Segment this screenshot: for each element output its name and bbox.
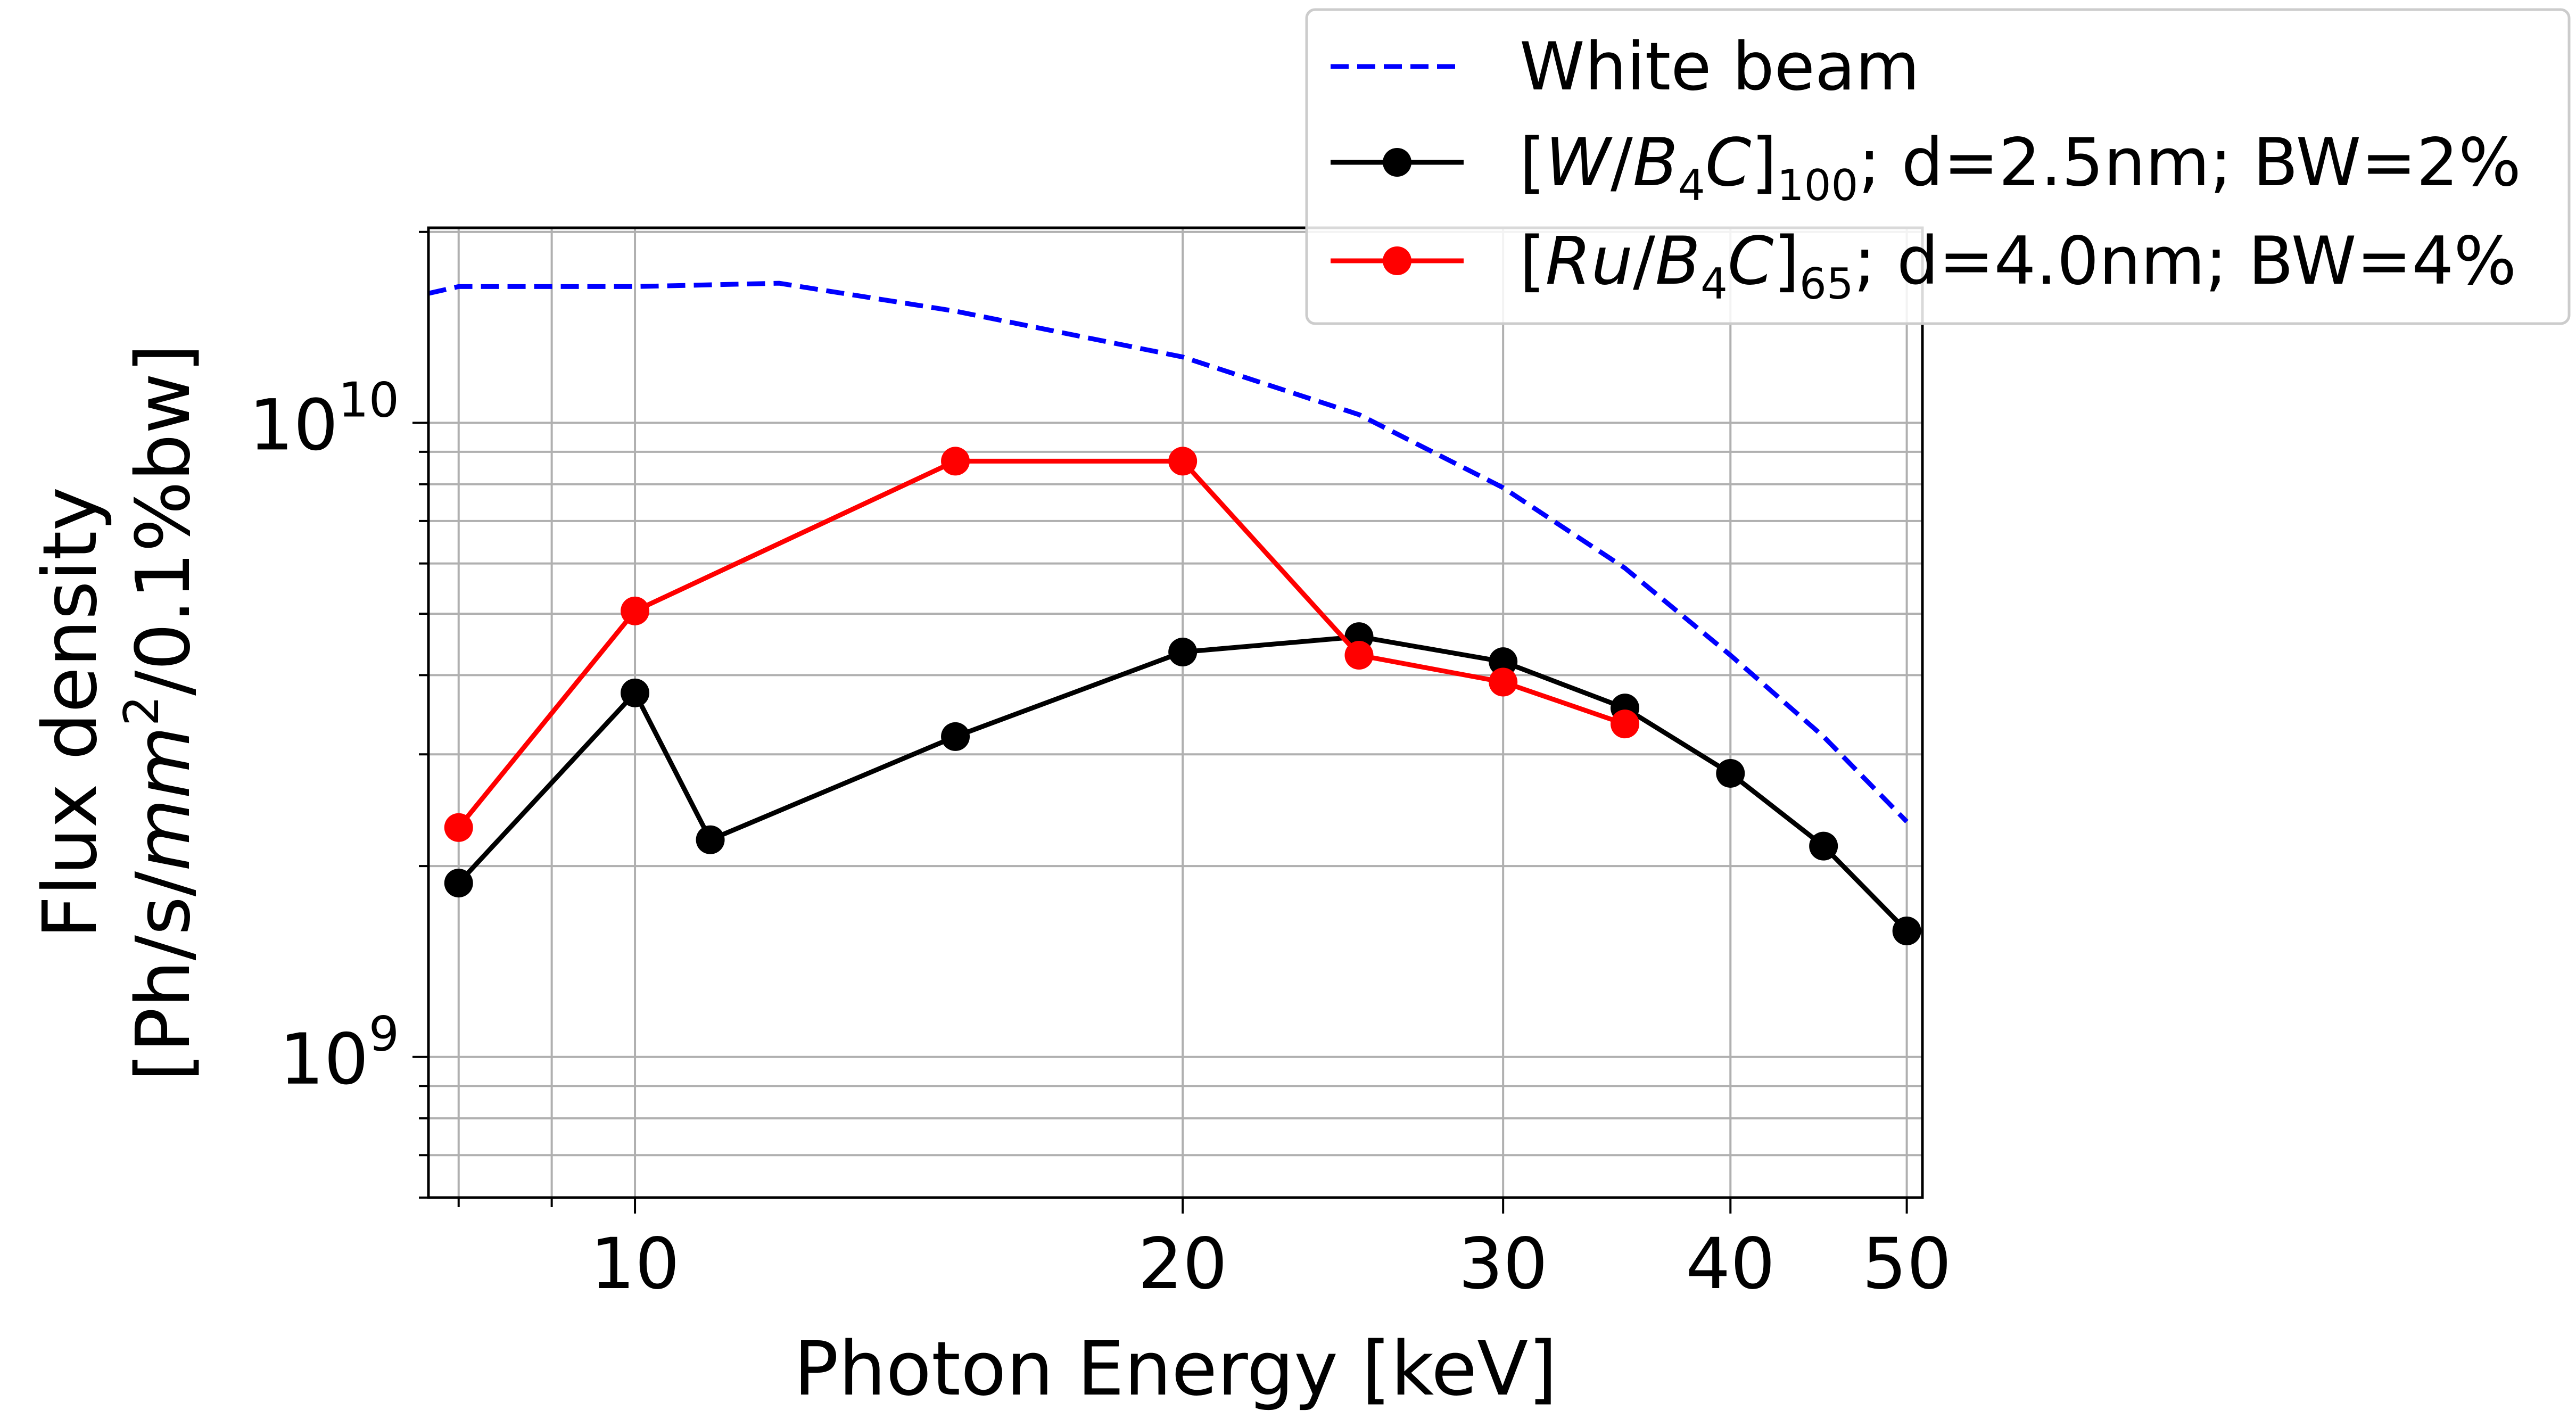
legend-wb4c-c: C: [1705, 125, 1752, 201]
data-point-rub4c: [1344, 641, 1374, 670]
y-tick-base: 10: [279, 1019, 369, 1101]
y-tick-label: 1010: [249, 372, 400, 466]
legend-wb4c-slash: /: [1611, 125, 1633, 201]
data-point-wb4c: [696, 825, 725, 854]
data-point-wb4c: [1892, 917, 1921, 946]
data-point-rub4c: [621, 596, 650, 625]
legend-label-white-beam: White beam: [1520, 29, 1920, 105]
legend-rub4c-slash: /: [1633, 223, 1655, 300]
data-point-rub4c: [1611, 710, 1640, 739]
legend-box: [1305, 8, 2571, 325]
y-tick-base: 10: [249, 384, 338, 466]
y-tick-exponent: 10: [338, 372, 399, 428]
legend-marker-w-b4c: [1383, 148, 1411, 177]
legend-wb4c-rest: ; d=2.5nm; BW=2%: [1858, 125, 2521, 201]
data-point-wb4c: [1489, 647, 1518, 677]
legend-marker-ru-b4c: [1383, 246, 1411, 275]
data-point-rub4c: [1489, 667, 1518, 697]
y-label-pre: [Ph/s/: [120, 871, 207, 1082]
y-axis-label-line2: [Ph/s/mm2/0.1%bw]: [114, 344, 207, 1082]
x-tick-label: 10: [590, 1223, 680, 1305]
legend-rub4c-rest: ; d=4.0nm; BW=4%: [1854, 223, 2516, 300]
plot-frame: [427, 226, 1924, 1199]
y-tick-label: 109: [279, 1007, 399, 1101]
data-point-wb4c: [1809, 831, 1838, 861]
y-label-power: 2: [114, 696, 170, 726]
legend-wb4c-b-sub: 4: [1678, 161, 1705, 210]
x-tick-label: 50: [1862, 1223, 1952, 1305]
x-tick-label: 30: [1458, 1223, 1548, 1305]
legend-wb4c-close: ]: [1751, 125, 1777, 201]
data-point-rub4c: [1168, 447, 1198, 476]
legend-rub4c-a: Ru: [1545, 223, 1633, 300]
data-point-wb4c: [941, 722, 970, 751]
series-line-white: [428, 281, 1909, 823]
x-axis-label: Photon Energy [keV]: [794, 1326, 1557, 1413]
legend-wb4c-open: [: [1520, 125, 1545, 201]
y-label-post: /0.1%bw]: [120, 344, 207, 696]
data-point-wb4c: [621, 678, 650, 707]
y-label-unit: mm: [120, 726, 207, 871]
data-point-wb4c: [1168, 638, 1198, 667]
y-axis-label-line1: Flux density: [27, 487, 114, 939]
legend-rub4c-open: [: [1520, 223, 1545, 300]
legend-wb4c-a: W: [1545, 125, 1613, 201]
data-point-wb4c: [1716, 758, 1745, 788]
data-point-rub4c: [444, 813, 473, 842]
legend-label-w-b4c: [W/B4C]100; d=2.5nm; BW=2%: [1520, 125, 2521, 210]
legend-rub4c-c: C: [1728, 223, 1774, 300]
legend-label-ru-b4c: [Ru/B4C]65; d=4.0nm; BW=4%: [1520, 223, 2516, 309]
legend: White beam [W/B4C]100; d=2.5nm; BW=2% [R…: [1305, 8, 2571, 325]
data-point-wb4c: [444, 869, 473, 898]
legend-wb4c-n: 100: [1777, 161, 1859, 210]
legend-rub4c-close: ]: [1774, 223, 1799, 300]
legend-rub4c-n: 65: [1799, 259, 1854, 309]
x-tick-label: 20: [1138, 1223, 1227, 1305]
y-axis-label: Flux density [Ph/s/mm2/0.1%bw]: [27, 344, 207, 1082]
legend-rub4c-b: B: [1655, 223, 1700, 300]
plot-grid: [428, 228, 1922, 1199]
data-point-rub4c: [941, 447, 970, 476]
legend-wb4c-b: B: [1633, 125, 1678, 201]
legend-rub4c-b-sub: 4: [1700, 259, 1728, 309]
series-layer: [428, 281, 1921, 946]
y-tick-exponent: 9: [369, 1007, 399, 1062]
x-tick-label: 40: [1686, 1223, 1775, 1305]
